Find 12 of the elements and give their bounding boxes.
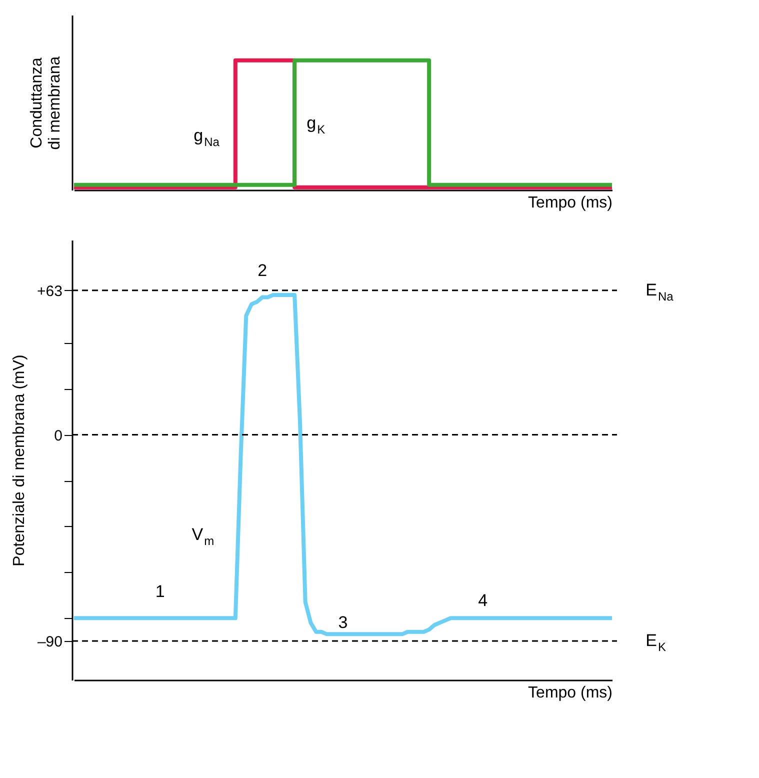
line-series: [72, 293, 614, 636]
x-axis-title: Tempo (ms): [528, 194, 612, 212]
annotation: 1: [155, 582, 165, 601]
y-tick-label: –90: [37, 634, 62, 651]
y-axis-title: Conduttanza di membrana: [28, 56, 64, 150]
annotation: 4: [478, 590, 488, 610]
annotation: 2: [258, 260, 268, 280]
annotation: 3: [338, 612, 348, 632]
y-axis-title: Potenziale di membrana (mV): [11, 354, 28, 566]
y-tick-label: +63: [37, 282, 62, 300]
x-axis-title: Tempo (ms): [528, 684, 612, 702]
y-tick-label: 0: [54, 427, 62, 444]
